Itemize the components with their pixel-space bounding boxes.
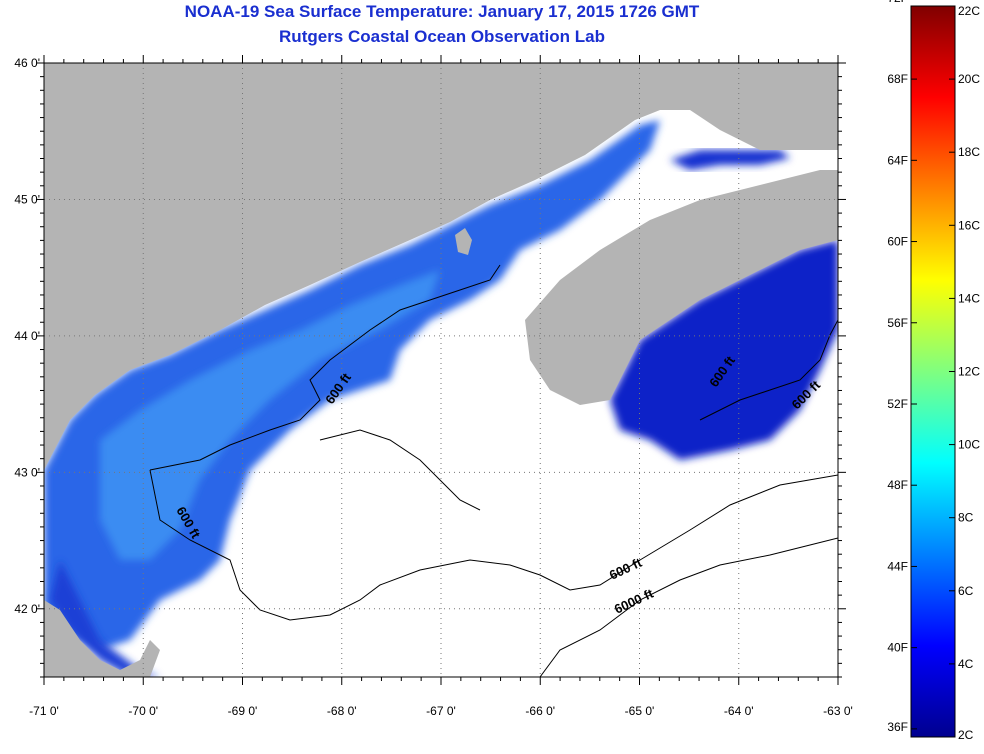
colorbar-label-c: 16C	[958, 218, 980, 232]
land-maine-new-brunswick	[44, 63, 838, 470]
colorbar-label-c: 22C	[958, 4, 980, 18]
colorbar	[910, 5, 956, 738]
map-title: NOAA-19 Sea Surface Temperature: January…	[184, 2, 700, 21]
x-tick-label: -68 0'	[327, 704, 357, 718]
colorbar-label-f: 44F	[887, 559, 908, 573]
y-tick-label: 46 0'	[14, 56, 40, 70]
contour-600ft-georges	[149, 469, 838, 621]
colorbar-label-c: 6C	[958, 584, 974, 598]
colorbar-label-c: 8C	[958, 511, 974, 525]
land-nova-scotia	[525, 170, 838, 405]
colorbar-label-c: 2C	[958, 728, 974, 742]
colorbar-fahrenheit-labels: 72F 68F 64F 60F 56F 52F 48F 44F 40F 36F	[887, 0, 908, 734]
x-tick-label: -64 0'	[724, 704, 754, 718]
x-tick-label: -67 0'	[426, 704, 456, 718]
y-tick-label: 43 0'	[14, 465, 40, 479]
contour-600ft-inner	[319, 429, 481, 511]
sst-band-inner	[100, 270, 440, 560]
x-tick-label: -66 0'	[525, 704, 555, 718]
sst-band-bay-of-fundy	[670, 150, 790, 170]
colorbar-label-c: 12C	[958, 365, 980, 379]
colorbar-label-c: 10C	[958, 438, 980, 452]
x-tick-label: -69 0'	[228, 704, 258, 718]
axis-ticks	[36, 55, 846, 685]
colorbar-label-f: 56F	[887, 316, 908, 330]
colorbar-label-f: 40F	[887, 641, 908, 655]
map-subtitle: Rutgers Coastal Ocean Observation Lab	[279, 27, 605, 46]
colorbar-label-f: 60F	[887, 235, 908, 249]
y-tick-label: 42 0'	[14, 602, 40, 616]
colorbar-label-c: 14C	[958, 291, 980, 305]
sst-band-coastal-dark	[50, 560, 160, 677]
colorbar-label-f: 68F	[887, 72, 908, 86]
colorbar-celsius-labels: 22C 20C 18C 16C 14C 12C 10C 8C 6C 4C 2C	[958, 4, 980, 742]
y-tick-label: 45 0'	[14, 192, 40, 206]
land-grand-manan	[455, 228, 472, 255]
contour-6000ft	[539, 537, 838, 677]
land-cape-cod	[44, 600, 160, 677]
sst-band-nova-scotia	[610, 240, 838, 460]
colorbar-label-f: 48F	[887, 478, 908, 492]
colorbar-label-c: 20C	[958, 72, 980, 86]
colorbar-ticks	[911, 5, 955, 738]
colorbar-label-f: 52F	[887, 397, 908, 411]
colorbar-label-f: 72F	[887, 0, 908, 5]
x-tick-label: -65 0'	[625, 704, 655, 718]
x-tick-label: -70 0'	[128, 704, 158, 718]
colorbar-label-c: 18C	[958, 145, 980, 159]
colorbar-label-f: 64F	[887, 153, 908, 167]
x-axis-labels: -71 0' -70 0' -69 0' -68 0' -67 0' -66 0' -65 …	[29, 704, 853, 718]
colorbar-label-f: 36F	[887, 720, 908, 734]
x-tick-label: -71 0'	[29, 704, 59, 718]
depth-contours	[149, 264, 838, 677]
contour-600ft-gulf	[149, 264, 501, 471]
y-axis-labels: 46 0' 45 0' 44 0' 43 0' 42 0'	[14, 56, 40, 616]
x-tick-label: -63 0'	[823, 704, 853, 718]
contour-600ft-scotian	[699, 319, 838, 421]
sst-band-gulf-of-maine	[44, 120, 660, 650]
colorbar-label-c: 4C	[958, 657, 974, 671]
y-tick-label: 44 0'	[14, 329, 40, 343]
